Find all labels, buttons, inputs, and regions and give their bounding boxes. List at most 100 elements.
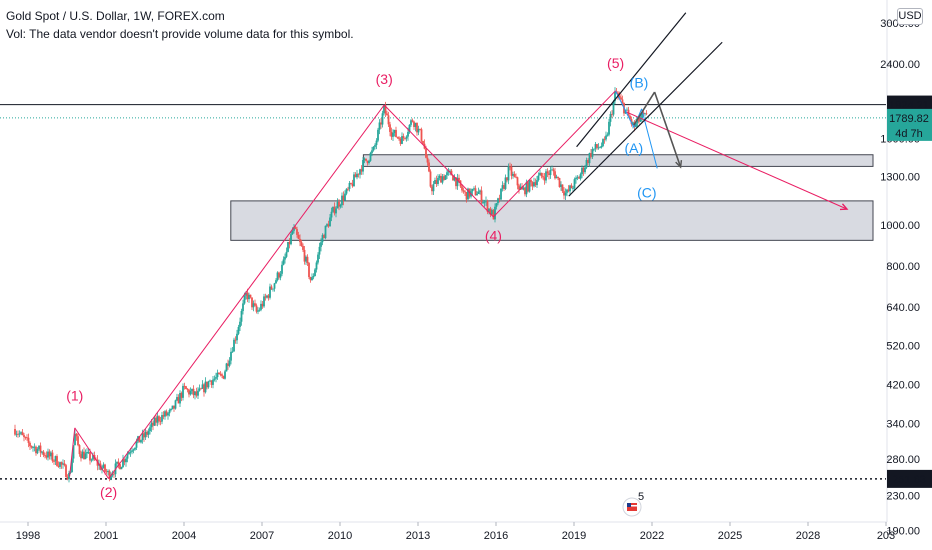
candle: [288, 238, 291, 249]
candle-body: [248, 294, 250, 300]
candle: [210, 380, 213, 388]
candle-body: [551, 169, 553, 171]
wave-line-1[interactable]: [69, 427, 76, 477]
candle: [168, 408, 171, 417]
candle-body: [495, 203, 498, 207]
projection-line-1[interactable]: [633, 91, 656, 126]
candle-body: [104, 464, 106, 472]
candle: [473, 186, 475, 191]
candle-body: [513, 173, 516, 177]
price-tick-label: 1000.00: [880, 220, 920, 232]
candle-body: [177, 397, 180, 404]
symbol-title[interactable]: Gold Spot / U.S. Dollar, 1W, FOREX.com: [6, 9, 225, 23]
candle: [374, 143, 376, 150]
candle: [507, 163, 510, 185]
candle: [353, 171, 355, 187]
wave-line-6[interactable]: [625, 111, 848, 210]
wave-line-4[interactable]: [383, 104, 494, 218]
candle: [177, 394, 180, 404]
candle-body: [234, 339, 237, 341]
candle-body: [80, 454, 82, 459]
candle: [512, 171, 514, 179]
candle-body: [588, 153, 591, 164]
candle: [47, 448, 49, 461]
candle-body: [111, 473, 114, 476]
wave-label[interactable]: (A): [624, 140, 643, 156]
candle: [326, 223, 328, 228]
projection-arrow-head: [675, 160, 683, 169]
candle-body: [168, 410, 171, 414]
time-tick-label: 2010: [328, 530, 352, 542]
candle: [338, 199, 340, 211]
channel-line-1[interactable]: [576, 12, 687, 148]
candle-body: [374, 145, 376, 147]
wave-line-5[interactable]: [493, 90, 616, 218]
last-price-tag[interactable]: [887, 108, 932, 141]
candle-body: [582, 167, 585, 173]
wave-label[interactable]: (4): [485, 227, 502, 243]
candle-body: [87, 452, 90, 453]
candle: [230, 347, 232, 365]
candle: [420, 127, 423, 143]
candle: [159, 416, 162, 426]
candle-body: [614, 91, 616, 102]
candle-body: [437, 177, 439, 184]
candle: [218, 372, 220, 375]
candle-body: [477, 191, 480, 194]
candle: [14, 424, 16, 436]
channel-line-2[interactable]: [568, 41, 723, 197]
candle-body: [276, 272, 279, 281]
candle-body: [426, 157, 429, 163]
candle-body: [410, 120, 412, 125]
candle-body: [239, 321, 241, 327]
wave-label[interactable]: (2): [100, 484, 117, 500]
candle-body: [150, 422, 153, 428]
time-tick-label: 2028: [796, 530, 820, 542]
candle: [59, 461, 61, 469]
candle-body: [380, 122, 382, 125]
candle-body: [465, 192, 468, 200]
candle: [42, 449, 45, 458]
abc-line-1[interactable]: [615, 90, 635, 128]
wave-label[interactable]: (B): [630, 75, 649, 91]
currency-selector[interactable]: USD: [897, 8, 923, 25]
candle-body: [395, 129, 397, 137]
candle-body: [597, 147, 600, 149]
candle: [590, 148, 592, 159]
candle-body: [204, 381, 207, 393]
projection-line-2[interactable]: [653, 91, 682, 168]
candle: [329, 214, 331, 227]
support-price-tag[interactable]: [887, 469, 932, 488]
wave-line-2[interactable]: [74, 427, 110, 479]
candle: [515, 173, 517, 179]
candle: [189, 387, 192, 396]
candle: [431, 184, 433, 195]
candle-body: [14, 428, 16, 435]
candle: [249, 294, 252, 299]
candle: [224, 369, 226, 380]
wave-line-3[interactable]: [108, 104, 385, 479]
candle-body: [599, 147, 601, 149]
wave-label[interactable]: (3): [376, 71, 393, 87]
candle-body: [36, 449, 39, 454]
lower-zone[interactable]: [230, 200, 874, 241]
wave-label[interactable]: (C): [637, 185, 656, 201]
candle-body: [252, 303, 255, 308]
flag-stripe-white: [627, 505, 637, 507]
abc-line-3[interactable]: [641, 108, 658, 169]
candle-body: [591, 149, 594, 157]
candle-body: [552, 169, 555, 172]
candle: [419, 128, 421, 131]
candle: [122, 454, 124, 468]
candle-body: [74, 433, 76, 446]
candle-body: [50, 452, 52, 457]
wave-label[interactable]: (1): [66, 388, 83, 404]
candle: [284, 253, 286, 264]
wave-label[interactable]: (5): [607, 55, 624, 71]
candle-body: [416, 122, 418, 133]
candle: [543, 172, 546, 185]
candle: [477, 187, 480, 195]
candle: [428, 159, 430, 173]
upper-zone[interactable]: [362, 154, 874, 167]
